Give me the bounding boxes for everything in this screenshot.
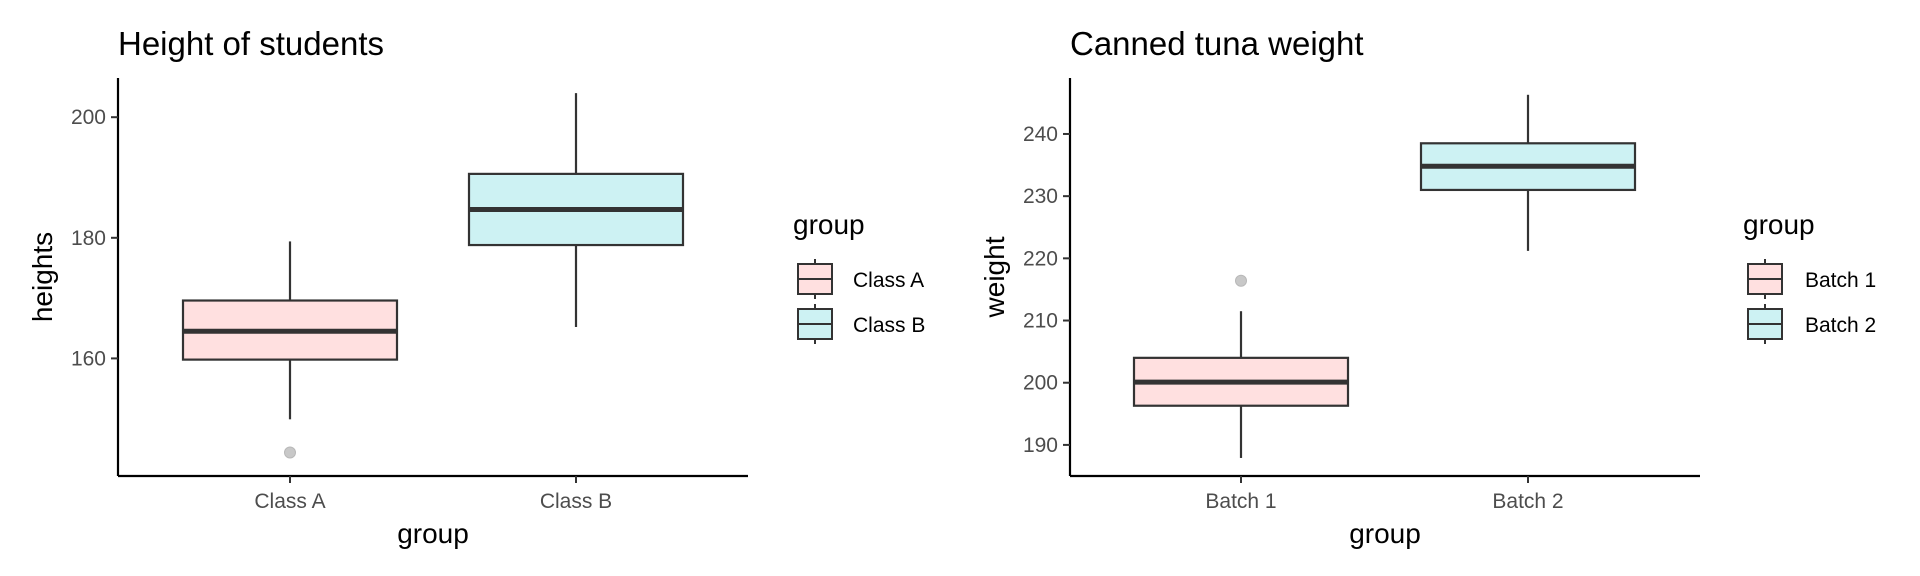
y-axis-title: heights bbox=[27, 232, 58, 322]
legend-label: Class A bbox=[853, 269, 924, 292]
x-tick-label: Batch 1 bbox=[1205, 490, 1276, 513]
box-class-b bbox=[467, 93, 685, 328]
x-tick-label: Batch 2 bbox=[1492, 490, 1563, 513]
y-tick-label: 200 bbox=[71, 106, 106, 129]
y-tick-label: 190 bbox=[1023, 434, 1058, 457]
x-axis-title: group bbox=[1349, 518, 1421, 549]
legend: group Class A Class B bbox=[793, 209, 925, 344]
box-class-a bbox=[181, 241, 399, 459]
box-batch-2 bbox=[1419, 94, 1637, 251]
chart-panel-2: Canned tuna weight 190 200 210 220 230 240 Batc… bbox=[979, 25, 1876, 549]
y-axis-title: weight bbox=[979, 236, 1010, 318]
x-axis-title: group bbox=[397, 518, 469, 549]
chart-title: Canned tuna weight bbox=[1070, 25, 1364, 62]
legend-label: Batch 1 bbox=[1805, 269, 1876, 292]
legend: group Batch 1 Batch 2 bbox=[1743, 209, 1876, 344]
y-tick-label: 210 bbox=[1023, 310, 1058, 333]
outlier-point bbox=[284, 446, 296, 459]
legend-key bbox=[1747, 304, 1783, 344]
legend-key bbox=[797, 304, 833, 344]
legend-title: group bbox=[793, 209, 865, 240]
legend-title: group bbox=[1743, 209, 1815, 240]
y-tick-label: 220 bbox=[1023, 247, 1058, 270]
outlier-point bbox=[1235, 274, 1247, 287]
x-tick-label: Class A bbox=[254, 490, 325, 513]
chart-title: Height of students bbox=[118, 25, 384, 62]
y-tick-label: 200 bbox=[1023, 372, 1058, 395]
x-tick-label: Class B bbox=[540, 490, 612, 513]
y-tick-label: 180 bbox=[71, 227, 106, 250]
chart-panel-1: Height of students 160 180 200 Class A Class … bbox=[27, 25, 925, 549]
y-tick-label: 160 bbox=[71, 347, 106, 370]
y-tick-label: 230 bbox=[1023, 185, 1058, 208]
legend-label: Class B bbox=[853, 314, 925, 337]
box-batch-1 bbox=[1132, 274, 1350, 458]
legend-key bbox=[1747, 259, 1783, 299]
legend-key bbox=[797, 259, 833, 299]
y-tick-label: 240 bbox=[1023, 123, 1058, 146]
legend-label: Batch 2 bbox=[1805, 314, 1876, 337]
